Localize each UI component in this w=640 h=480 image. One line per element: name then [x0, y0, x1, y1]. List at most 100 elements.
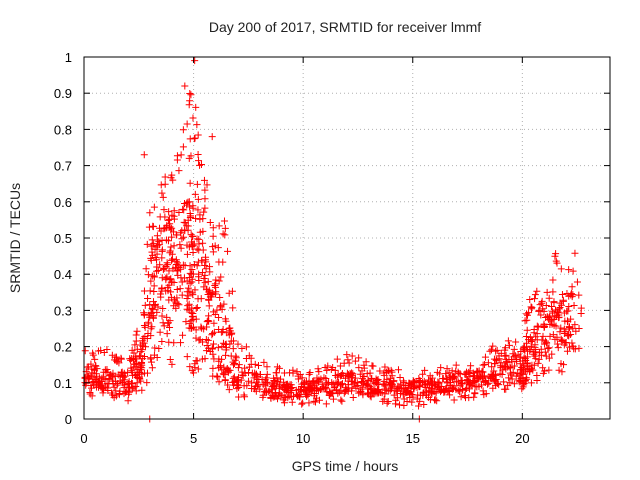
data-point — [166, 324, 174, 332]
data-point — [530, 361, 538, 369]
data-point — [225, 289, 233, 297]
data-point — [575, 344, 583, 352]
data-point — [174, 259, 182, 267]
data-point — [293, 368, 301, 376]
data-point — [488, 371, 496, 379]
data-point — [102, 368, 110, 376]
data-point — [200, 274, 208, 282]
data-point — [149, 298, 157, 306]
data-point — [229, 345, 237, 353]
data-point — [165, 208, 173, 216]
data-point — [188, 232, 196, 240]
data-point — [178, 235, 186, 243]
data-point — [124, 397, 132, 405]
data-point — [415, 375, 423, 383]
data-point — [88, 392, 96, 400]
y-tick-label: 0.3 — [54, 303, 72, 318]
data-point — [354, 381, 362, 389]
data-point — [283, 387, 291, 395]
data-point — [179, 143, 187, 151]
data-point — [329, 389, 337, 397]
x-tick-labels: 0 5 10 15 20 — [80, 431, 529, 446]
data-point — [452, 361, 460, 369]
data-point — [189, 291, 197, 299]
data-point — [555, 366, 563, 374]
data-point — [431, 396, 439, 404]
data-point — [221, 224, 229, 232]
data-point — [573, 278, 581, 286]
data-point — [176, 241, 184, 249]
data-point — [520, 354, 528, 362]
data-point — [491, 359, 499, 367]
data-point — [568, 339, 576, 347]
x-axis-label: GPS time / hours — [292, 458, 399, 474]
data-point — [159, 305, 167, 313]
data-point — [547, 317, 555, 325]
data-point — [554, 309, 562, 317]
data-point — [531, 295, 539, 303]
data-point — [481, 360, 489, 368]
data-point — [176, 285, 184, 293]
data-point — [544, 345, 552, 353]
data-point — [177, 151, 185, 159]
data-point — [183, 294, 191, 302]
data-point — [187, 91, 195, 99]
data-point — [164, 237, 172, 245]
data-point — [238, 345, 246, 353]
data-point — [511, 362, 519, 370]
data-point — [531, 345, 539, 353]
data-point — [166, 356, 174, 364]
data-point — [312, 384, 320, 392]
data-point — [492, 376, 500, 384]
data-point — [457, 393, 465, 401]
data-point — [259, 391, 267, 399]
data-point — [543, 313, 551, 321]
data-point — [533, 330, 541, 338]
data-point — [144, 271, 152, 279]
data-point — [219, 370, 227, 378]
data-point — [400, 401, 408, 409]
data-point — [188, 324, 196, 332]
data-point — [423, 380, 431, 388]
data-point — [268, 389, 276, 397]
data-point — [196, 228, 204, 236]
data-point — [381, 382, 389, 390]
data-point — [336, 362, 344, 370]
data-point — [191, 190, 199, 198]
data-point — [209, 224, 217, 232]
data-point — [489, 342, 497, 350]
data-point — [275, 364, 283, 372]
data-point — [244, 369, 252, 377]
data-point — [103, 345, 111, 353]
data-point — [215, 378, 223, 386]
data-point — [209, 232, 217, 240]
data-point — [188, 313, 196, 321]
data-point — [410, 384, 418, 392]
data-point — [209, 364, 217, 372]
data-point — [267, 386, 275, 394]
data-point — [153, 263, 161, 271]
data-point — [521, 377, 529, 385]
data-point — [507, 371, 515, 379]
data-point — [187, 213, 195, 221]
data-point — [523, 375, 531, 383]
data-point — [192, 103, 200, 111]
data-point — [148, 323, 156, 331]
data-point — [143, 335, 151, 343]
data-point — [404, 388, 412, 396]
data-point — [114, 371, 122, 379]
y-tick-label: 1 — [65, 50, 72, 65]
data-point — [84, 375, 92, 383]
data-point — [140, 310, 148, 318]
data-point — [179, 261, 187, 269]
data-point — [565, 303, 573, 311]
data-point — [312, 398, 320, 406]
data-point — [251, 371, 259, 379]
data-point — [484, 359, 492, 367]
data-point — [565, 266, 573, 274]
data-point — [222, 351, 230, 359]
data-point — [387, 366, 395, 374]
data-point — [437, 364, 445, 372]
data-point — [194, 131, 202, 139]
data-point — [131, 341, 139, 349]
